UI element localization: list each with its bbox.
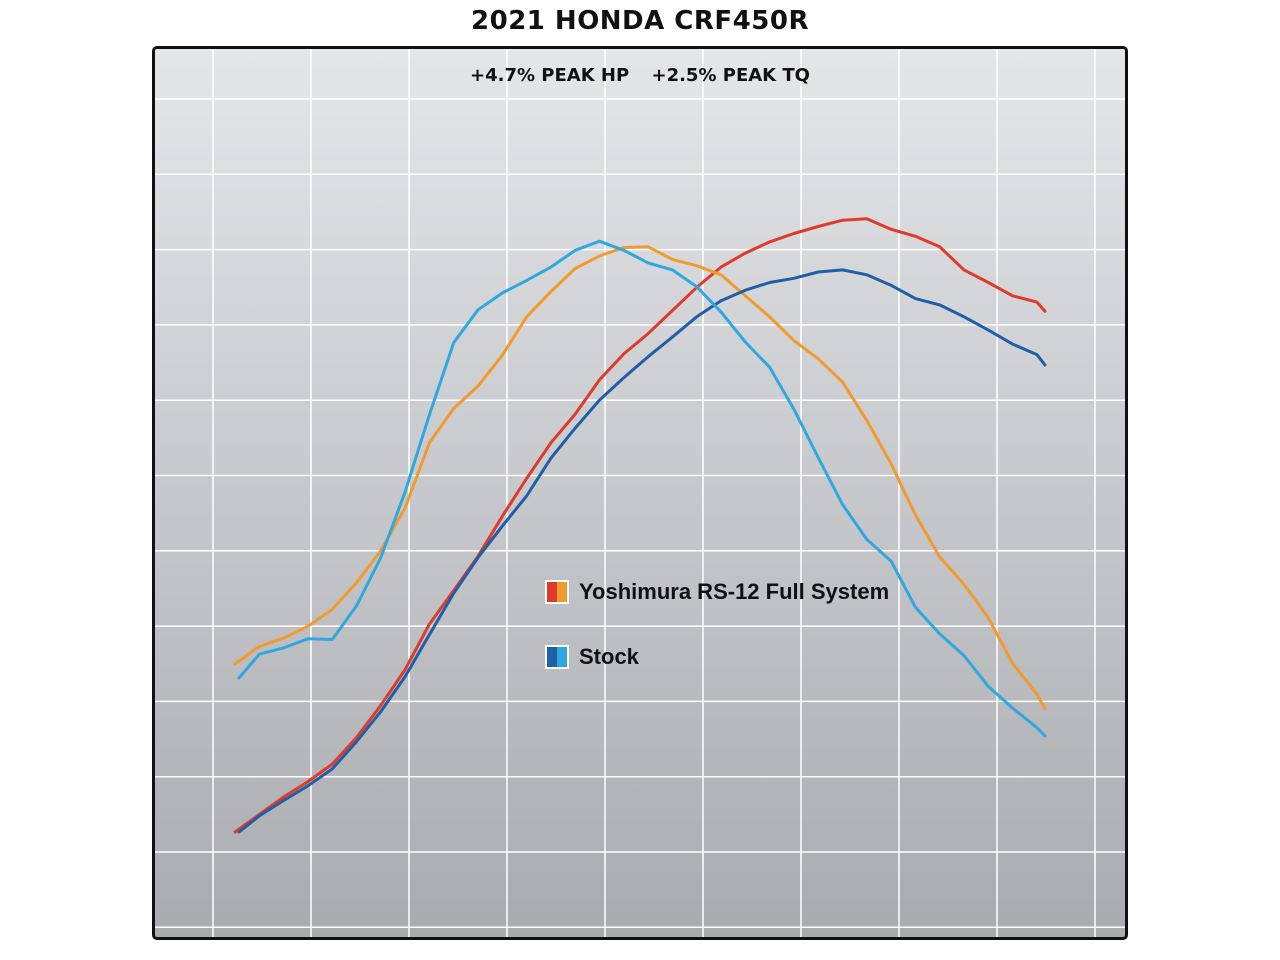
swatch-color-tq (557, 647, 567, 667)
legend-swatch-yoshimura (545, 580, 569, 604)
grid-lines (155, 49, 1125, 937)
series-line (233, 217, 1047, 834)
chart-plot (155, 49, 1125, 937)
peak-hp-label: +4.7% PEAK HP (470, 65, 630, 86)
legend-label-yoshimura: Yoshimura RS-12 Full System (579, 579, 890, 604)
peak-tq-label: +2.5% PEAK TQ (651, 65, 810, 86)
legend-item-yoshimura: Yoshimura RS-12 Full System (545, 577, 889, 607)
chart-legend: Yoshimura RS-12 Full System Stock (545, 577, 889, 707)
series-line (233, 245, 1047, 711)
series-line (237, 239, 1047, 738)
swatch-color-hp (547, 647, 557, 667)
series-lines (233, 217, 1047, 834)
legend-swatch-stock (545, 645, 569, 669)
chart-subtitle: +4.7% PEAK HP +2.5% PEAK TQ (155, 65, 1125, 86)
chart-title: 2021 HONDA CRF450R (471, 6, 809, 36)
chart-frame: +4.7% PEAK HP +2.5% PEAK TQ Yoshimura RS… (152, 46, 1128, 940)
swatch-color-tq (557, 582, 567, 602)
legend-label-stock: Stock (579, 644, 639, 669)
series-line (237, 268, 1047, 834)
swatch-color-hp (547, 582, 557, 602)
legend-item-stock: Stock (545, 642, 889, 672)
